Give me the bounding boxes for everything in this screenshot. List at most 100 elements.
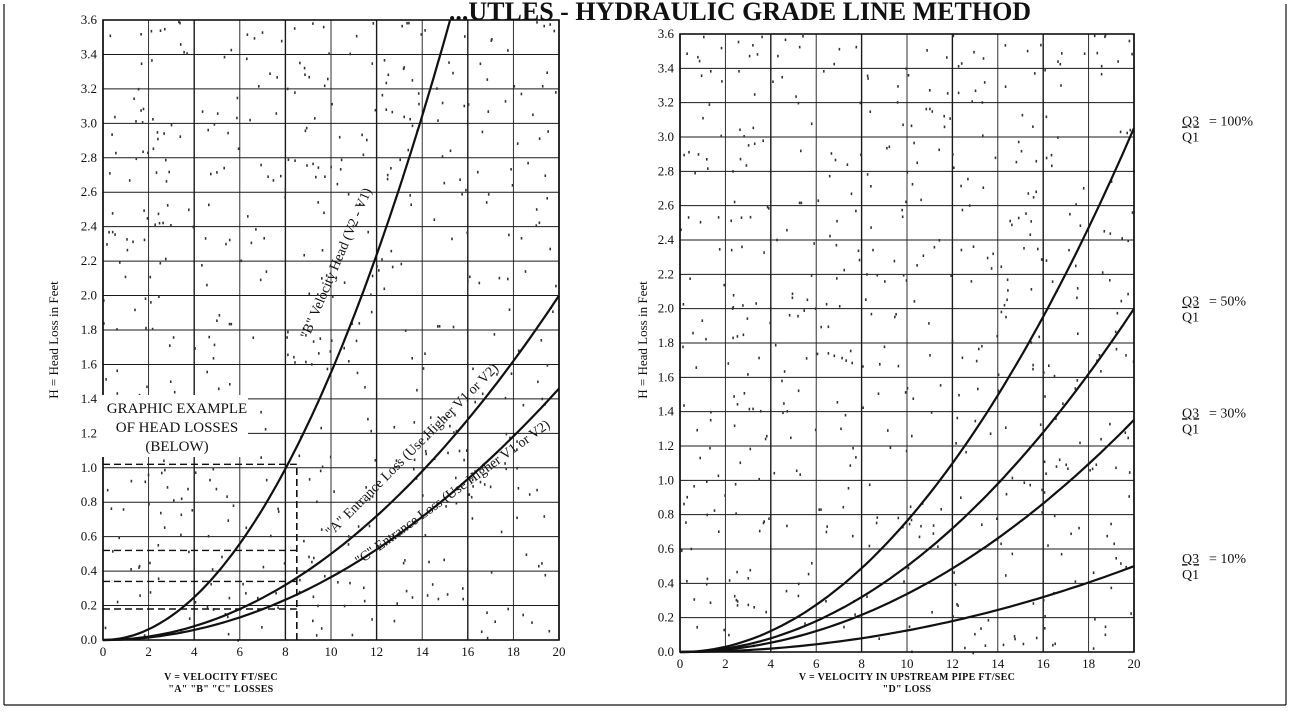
texture-dot: [747, 144, 750, 147]
texture-dot: [1069, 212, 1071, 216]
texture-dot: [918, 535, 921, 539]
texture-dot: [1083, 52, 1086, 55]
texture-dot: [228, 322, 231, 326]
texture-dot: [974, 632, 976, 636]
y-tick-label: 0.2: [81, 598, 97, 613]
texture-dot: [283, 562, 286, 565]
texture-dot: [710, 410, 712, 414]
texture-dot: [133, 97, 135, 101]
chart-abc-x-axis-label: V = VELOCITY FT/SEC: [164, 672, 278, 683]
texture-dot: [960, 248, 963, 252]
texture-dot: [305, 360, 307, 364]
ratio-value: = 10%: [1209, 552, 1246, 567]
texture-dot: [280, 174, 282, 178]
texture-dot: [302, 327, 305, 330]
chart-abc-texture: [103, 20, 557, 642]
texture-dot: [820, 325, 822, 329]
texture-dot: [833, 354, 836, 358]
texture-dot: [516, 516, 518, 520]
texture-dot: [343, 346, 345, 350]
y-tick-label: 1.8: [658, 335, 674, 350]
texture-dot: [951, 339, 954, 343]
texture-dot: [516, 467, 518, 470]
texture-dot: [114, 115, 116, 119]
texture-dot: [422, 367, 425, 370]
texture-dot: [528, 493, 531, 496]
texture-dot: [1051, 164, 1053, 168]
texture-dot: [312, 22, 314, 25]
texture-dot: [329, 350, 332, 353]
texture-dot: [208, 335, 210, 339]
texture-dot: [868, 544, 871, 548]
texture-dot: [798, 45, 801, 49]
texture-dot: [955, 442, 957, 445]
texture-dot: [851, 361, 853, 365]
chart-d-texture: [680, 34, 1135, 655]
texture-dot: [407, 148, 410, 152]
texture-dot: [884, 280, 886, 283]
texture-dot: [705, 337, 707, 341]
texture-dot: [408, 21, 410, 25]
texture-dot: [1043, 491, 1046, 494]
texture-dot: [385, 108, 388, 111]
texture-dot: [965, 450, 967, 454]
texture-dot: [286, 336, 288, 339]
texture-dot: [403, 115, 405, 119]
texture-dot: [540, 339, 543, 342]
texture-dot: [957, 91, 960, 95]
texture-dot: [522, 403, 525, 407]
texture-dot: [920, 524, 922, 528]
texture-dot: [329, 455, 332, 459]
texture-dot: [511, 184, 514, 187]
texture-dot: [859, 101, 862, 105]
texture-dot: [395, 459, 398, 462]
texture-dot: [1127, 292, 1129, 296]
texture-dot: [994, 156, 997, 160]
texture-dot: [735, 598, 738, 602]
texture-dot: [960, 62, 963, 65]
texture-dot: [802, 35, 804, 38]
texture-dot: [324, 175, 326, 178]
texture-dot: [983, 81, 986, 84]
texture-dot: [445, 505, 447, 508]
texture-dot: [1116, 311, 1119, 315]
texture-dot: [535, 224, 538, 227]
texture-dot: [225, 242, 227, 246]
texture-dot: [538, 221, 541, 225]
texture-dot: [1128, 39, 1131, 43]
texture-dot: [402, 561, 405, 565]
ratio-denominator: Q1: [1182, 422, 1199, 437]
texture-dot: [356, 371, 359, 375]
texture-dot: [749, 215, 752, 219]
texture-dot: [710, 70, 712, 73]
chart-abc-losses: 0.0 0.2 0.4 0.6 0.8 1.0 1.2 1.4 1.6 1.8 2.0 2.2 2.4 2…: [46, 12, 566, 695]
texture-dot: [992, 252, 994, 256]
texture-dot: [204, 237, 207, 240]
texture-dot: [367, 417, 369, 421]
texture-dot: [956, 416, 959, 420]
texture-dot: [331, 102, 333, 106]
texture-dot: [170, 224, 172, 227]
texture-dot: [483, 483, 486, 486]
texture-dot: [703, 35, 705, 39]
texture-dot: [735, 512, 737, 515]
texture-dot: [284, 187, 287, 191]
texture-dot: [188, 208, 190, 212]
texture-dot: [814, 428, 817, 432]
texture-dot: [953, 166, 955, 169]
texture-dot: [1017, 140, 1020, 144]
texture-dot: [221, 555, 223, 559]
texture-dot: [260, 410, 262, 414]
texture-dot: [349, 52, 351, 56]
texture-dot: [103, 322, 105, 325]
texture-dot: [392, 534, 395, 537]
texture-dot: [905, 67, 908, 70]
texture-dot: [161, 471, 163, 475]
texture-dot: [698, 59, 701, 63]
texture-dot: [340, 158, 343, 162]
texture-dot: [752, 44, 754, 47]
texture-dot: [960, 496, 962, 499]
texture-dot: [749, 447, 752, 451]
texture-dot: [498, 276, 501, 280]
